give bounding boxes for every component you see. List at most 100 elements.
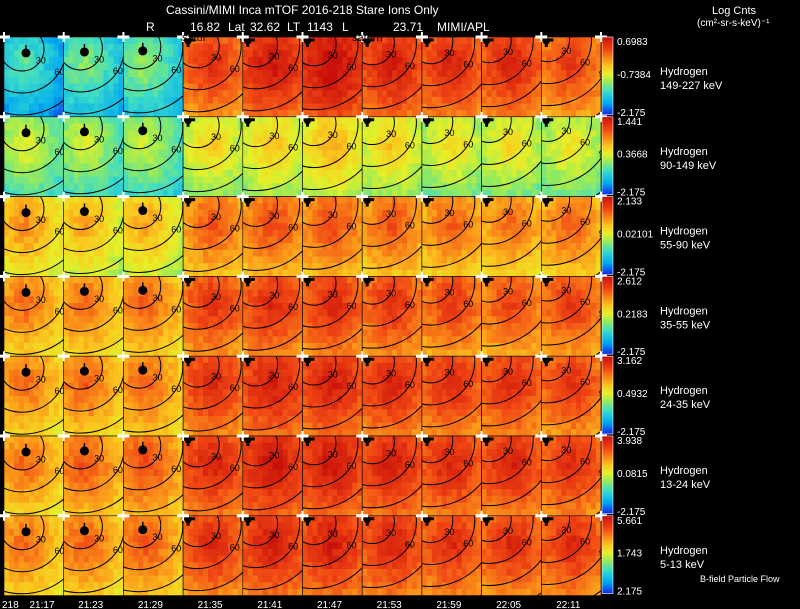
contour-label: 30 bbox=[386, 49, 396, 59]
contour-label: 60 bbox=[230, 383, 240, 393]
contour-label: 30 bbox=[328, 50, 338, 60]
contour-label: 30 bbox=[386, 368, 396, 378]
contour-label: 60 bbox=[522, 458, 532, 468]
saturn-marker bbox=[363, 37, 371, 45]
plot-title: Cassini/MIMI Inca mTOF 2016-218 Stare Io… bbox=[166, 3, 439, 17]
saturn-marker bbox=[79, 526, 89, 536]
contour-label: 90 bbox=[599, 309, 609, 319]
saturn-marker bbox=[184, 197, 192, 205]
contour-label: 60 bbox=[113, 305, 123, 315]
contour-label: 30 bbox=[445, 367, 455, 377]
time-tick-label: 21:29 bbox=[138, 600, 163, 609]
image-panel: 306090120 bbox=[421, 515, 482, 596]
contour-label: 60 bbox=[288, 302, 298, 312]
saturn-marker bbox=[483, 197, 491, 205]
contour-label: 60 bbox=[55, 227, 65, 237]
contour-label: 30 bbox=[36, 55, 46, 65]
saturn-marker bbox=[423, 436, 431, 444]
contour-label: 30 bbox=[269, 450, 279, 460]
contour-label: 60 bbox=[288, 462, 298, 472]
contour-label: 60 bbox=[580, 217, 590, 227]
saturn-marker bbox=[423, 516, 431, 524]
colorbar-max: 3.938 bbox=[617, 436, 642, 447]
saturn-marker bbox=[21, 367, 31, 377]
contour-label: 60 bbox=[347, 62, 357, 72]
time-tick-label: 21:53 bbox=[377, 600, 402, 609]
contour-label: 60 bbox=[405, 300, 415, 310]
contour-label: 60 bbox=[405, 220, 415, 230]
contour-label: 90 bbox=[540, 549, 550, 559]
contour-label: 60 bbox=[288, 222, 298, 232]
saturn-marker bbox=[423, 356, 431, 364]
species-label: Hydrogen bbox=[660, 305, 708, 317]
l-label: L bbox=[342, 20, 349, 34]
saturn-marker bbox=[138, 206, 148, 216]
units-line-1: Log Cnts bbox=[712, 5, 757, 17]
contour-label: 60 bbox=[113, 226, 123, 236]
contour-label: 60 bbox=[113, 545, 123, 555]
contour-label: 60 bbox=[405, 141, 415, 151]
colorbar-max: 2.612 bbox=[617, 276, 642, 287]
contour-label: 90 bbox=[599, 149, 609, 159]
contour-label: 60 bbox=[347, 461, 357, 471]
image-panel: 306090120 bbox=[302, 116, 363, 197]
image-panel: 306090120 bbox=[481, 276, 550, 357]
saturn-marker bbox=[483, 276, 491, 284]
saturn-marker bbox=[483, 436, 491, 444]
contour-label: 90 bbox=[540, 310, 550, 320]
contour-label: 60 bbox=[580, 297, 590, 307]
image-panel: 306090120 bbox=[362, 196, 422, 277]
saturn-marker bbox=[79, 286, 89, 296]
contour-label: 30 bbox=[328, 369, 338, 379]
contour-label: 30 bbox=[269, 291, 279, 301]
image-panel: 306090120 bbox=[421, 356, 482, 437]
image-panel: 306090120 bbox=[63, 196, 124, 277]
species-label: Hydrogen bbox=[660, 545, 708, 557]
colorbar-min: -2.175 bbox=[617, 188, 646, 199]
contour-label: 120 bbox=[617, 401, 632, 411]
image-panel: 306090120 bbox=[541, 196, 601, 277]
saturn-marker bbox=[423, 117, 431, 125]
saturn-marker bbox=[244, 117, 252, 125]
contour-label: 30 bbox=[503, 127, 513, 137]
contour-label: 120 bbox=[617, 560, 632, 570]
image-panel: 306090120 bbox=[362, 276, 422, 357]
image-panel: 306090120 bbox=[63, 37, 124, 117]
contour-label: 60 bbox=[55, 147, 65, 157]
saturn-marker bbox=[363, 117, 371, 125]
saturn-marker bbox=[79, 127, 89, 137]
colorbar bbox=[602, 515, 613, 594]
energy-label: 90-149 keV bbox=[660, 160, 717, 172]
saturn-marker bbox=[483, 516, 491, 524]
time-tick-label: 21:41 bbox=[257, 600, 282, 609]
contour-label: 30 bbox=[386, 289, 396, 299]
header: Cassini/MIMI Inca mTOF 2016-218 Stare Io… bbox=[0, 0, 800, 36]
contour-label: 30 bbox=[36, 454, 46, 464]
contour-label: 60 bbox=[463, 60, 473, 70]
credit: MIMI/APL bbox=[437, 20, 490, 34]
colorbar bbox=[602, 196, 613, 275]
saturn-marker bbox=[21, 48, 31, 58]
contour-label: 90 bbox=[540, 230, 550, 240]
contour-label: 30 bbox=[328, 130, 338, 140]
r-label: R bbox=[146, 20, 155, 34]
image-panel: 306090120 bbox=[242, 276, 303, 357]
contour-label: 30 bbox=[36, 135, 46, 145]
contour-label: 30 bbox=[211, 212, 221, 222]
colorbar bbox=[602, 356, 613, 434]
contour-label: 30 bbox=[561, 126, 571, 136]
energy-label: 55-90 keV bbox=[660, 240, 711, 252]
saturn-marker bbox=[304, 37, 311, 45]
contour-label: 30 bbox=[328, 529, 338, 539]
energy-row-4: 3060901203060901203060901203060901203060… bbox=[0, 351, 711, 438]
contour-label: 30 bbox=[561, 46, 571, 56]
image-panel: 306090120 bbox=[302, 37, 363, 117]
colorbar-mid: 0.0815 bbox=[617, 469, 648, 480]
saturn-marker bbox=[184, 117, 192, 125]
contour-label: 30 bbox=[36, 375, 46, 385]
contour-label: 30 bbox=[386, 448, 396, 458]
energy-label: 149-227 keV bbox=[660, 80, 723, 92]
image-panel: 306090120 bbox=[63, 276, 124, 357]
image-panel: 306090120 bbox=[302, 515, 363, 596]
species-label: Hydrogen bbox=[660, 385, 708, 397]
